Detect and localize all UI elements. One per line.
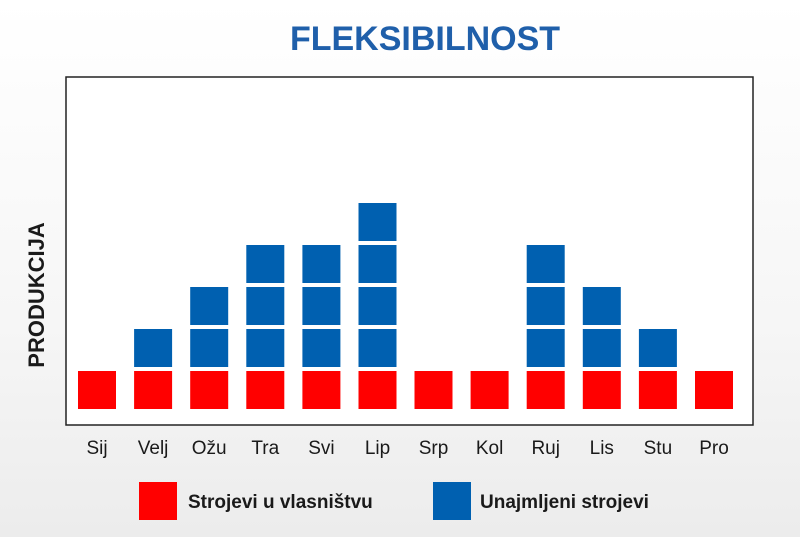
bar-block-rented [358,245,397,283]
x-tick-label: Lis [590,438,614,459]
legend-item: Unajmljeni strojevi [433,482,649,520]
x-tick-label: Velj [138,438,169,459]
bar-block-rented [582,329,621,367]
legend-label: Unajmljeni strojevi [480,492,649,513]
bar-block-owned [246,371,285,409]
bar-block-rented [358,287,397,325]
bar-block-rented [526,245,565,283]
x-tick-label: Tra [251,438,279,459]
bar-block-rented [302,245,341,283]
bar-block-owned [78,371,116,409]
x-tick-label: Ruj [531,438,560,459]
bar-block-rented [246,245,285,283]
bar-block-rented [526,329,565,367]
bar-block-rented [134,329,173,367]
bar-block-rented [358,203,397,241]
legend-swatch [139,482,177,520]
bar-block-rented [526,287,565,325]
x-tick-labels: Sij Velj Ožu Tra Svi Lip Srp Kol Ruj Lis Stu Pro [86,438,728,459]
bar-block-owned [526,371,565,409]
x-tick-label: Svi [308,438,334,459]
bar-block-owned [134,371,173,409]
bar-block-rented [246,329,285,367]
x-tick-label: Srp [419,438,449,459]
x-tick-label: Lip [365,438,390,459]
legend-item: Strojevi u vlasništvu [139,482,373,520]
x-tick-label: Stu [644,438,673,459]
bar-block-owned [190,371,229,409]
bar-block-owned [358,371,397,409]
bar-block-rented [190,329,229,367]
bar-block-owned [695,371,733,409]
bar-block-rented [302,287,341,325]
bar-block-owned [414,371,453,409]
bar-block-rented [582,287,621,325]
x-tick-label: Sij [86,438,107,459]
legend-label: Strojevi u vlasništvu [188,492,373,513]
bar-block-rented [358,329,397,367]
chart-title: FLEKSIBILNOST [290,20,560,58]
bar-block-rented [246,287,285,325]
legend: Strojevi u vlasništvu Unajmljeni strojevi [139,482,649,520]
bar-block-rented [190,287,229,325]
x-tick-label: Ožu [192,438,227,459]
bar-block-owned [638,371,677,409]
y-axis-label: PRODUKCIJA [24,222,49,368]
bar-block-owned [470,371,509,409]
x-tick-label: Kol [476,438,503,459]
bar-block-rented [302,329,341,367]
legend-swatch [433,482,471,520]
bar-block-rented [638,329,677,367]
bar-series-group [78,203,733,409]
x-tick-label: Pro [699,438,729,459]
bar-block-owned [582,371,621,409]
bar-block-owned [302,371,341,409]
plot-area [65,76,754,426]
